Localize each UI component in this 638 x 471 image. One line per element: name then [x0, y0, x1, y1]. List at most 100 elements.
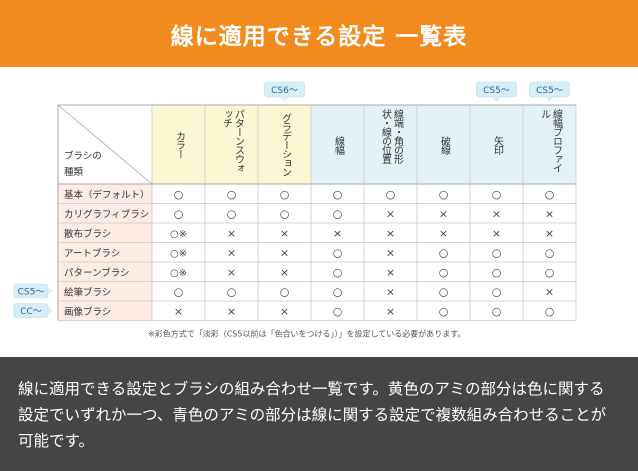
column-header-bg	[258, 105, 311, 184]
row-version-badge-text: CC〜	[20, 307, 42, 317]
table-cell-mark: ○	[333, 285, 343, 298]
row-version-badge-text: CS5〜	[18, 288, 45, 298]
table-cell-mark: ○	[439, 305, 449, 318]
table-cell-mark: ○	[492, 305, 502, 318]
version-badge-pointer	[280, 97, 289, 102]
version-badge-text: CS6〜	[271, 86, 298, 96]
row-version-badge-pointer	[48, 306, 53, 315]
table-cell-mark: ○※	[170, 248, 187, 259]
row-label: 基本（デフォルト）	[64, 189, 150, 201]
table-cell-mark: ×	[280, 266, 289, 279]
column-header-label: 破線	[438, 135, 450, 154]
corner-label-line: ブラシの	[64, 150, 102, 162]
table-cell-mark: ×	[492, 207, 501, 220]
table-cell-mark: ○	[280, 285, 290, 298]
column-header-bg	[152, 105, 205, 184]
table-cell-mark: ○	[386, 188, 396, 201]
row-label-bg	[58, 242, 152, 262]
table-cell-mark: ○	[492, 188, 502, 201]
column-header-label: グラデーション	[279, 113, 291, 176]
table-cell-mark: ○	[492, 285, 502, 298]
row-label-bg	[58, 301, 152, 321]
footnote: ※彩色方式で「淡彩（CS5以前は「色合いをつける」）」を設定している必要がありま…	[148, 329, 465, 339]
table-cell-mark: ×	[386, 227, 395, 240]
row-label: 画像ブラシ	[64, 306, 111, 318]
row-label-bg	[58, 223, 152, 243]
table-cell-mark: ○	[333, 207, 343, 220]
row-label: パターンブラシ	[64, 267, 130, 279]
table-cell-mark: ×	[227, 227, 236, 240]
table-cell-mark: ○	[439, 246, 449, 259]
row-label: アートブラシ	[64, 247, 120, 259]
table-cell-mark: ×	[386, 305, 395, 318]
table-cell-mark: ×	[386, 285, 395, 298]
column-header-label: 矢印	[491, 135, 503, 154]
column-header-bg	[364, 105, 417, 184]
table-cell-mark: ○	[333, 266, 343, 279]
table-cell-mark: ×	[333, 227, 342, 240]
version-badge-pointer	[545, 97, 554, 102]
table-cell-mark: ×	[386, 266, 395, 279]
row-label-bg	[58, 281, 152, 301]
table-cell-mark: ○	[174, 207, 184, 220]
table-cell-mark: ×	[174, 305, 183, 318]
table-cell-mark: ○	[227, 207, 237, 220]
table-cell-mark: ○	[227, 285, 237, 298]
table-cell-mark: ×	[227, 305, 236, 318]
table-cell-mark: ○	[545, 188, 555, 201]
table-cell-mark: ×	[280, 305, 289, 318]
column-header-bg	[417, 105, 470, 184]
version-badge-text: CS5〜	[483, 86, 510, 96]
version-badge-text: CS5〜	[536, 86, 563, 96]
table-panel: ブラシの 種類 CS6〜 CS5〜 CS5〜 基本（デフォルト） ○ ○ ○ ○ ○ ○ ○ ○ カリグラフ…	[0, 67, 638, 357]
table-cell-mark: ○	[227, 188, 237, 201]
table-cell-mark: ×	[227, 246, 236, 259]
row-label-bg	[58, 184, 152, 204]
row-label: 散布ブラシ	[64, 228, 111, 240]
version-badge-pointer	[492, 97, 501, 102]
row-label-bg	[58, 203, 152, 223]
row-label: カリグラフィブラシ	[64, 208, 149, 220]
table-cell-mark: ○	[492, 266, 502, 279]
page-title: 線に適用できる設定 一覧表	[170, 23, 468, 50]
column-header-label: 線端・角の形状・線の位置	[379, 109, 403, 163]
header-bar: 線に適用できる設定 一覧表	[0, 0, 638, 67]
corner-label-line: 種類	[64, 167, 84, 178]
table-cell-mark: ○	[174, 285, 184, 298]
table-cell-mark: ×	[439, 227, 448, 240]
column-header-label: 線幅プロファイル	[538, 109, 562, 172]
table-cell-mark: ○※	[170, 268, 187, 279]
table-cell-mark: ×	[227, 266, 236, 279]
table-cell-mark: ×	[439, 207, 448, 220]
table-cell-mark: ×	[545, 285, 554, 298]
corner-diagonal	[57, 104, 153, 185]
table-cell-mark: ○	[174, 188, 184, 201]
table-cell-mark: ○	[545, 305, 555, 318]
column-header-bg	[205, 105, 258, 184]
table-cell-mark: ○	[439, 266, 449, 279]
table-cell-mark: ○	[280, 188, 290, 201]
table-cell-mark: ○	[280, 207, 290, 220]
table-cell-mark: ○	[545, 246, 555, 259]
column-header-label: カラー	[173, 131, 185, 158]
table-cell-mark: ○	[333, 305, 343, 318]
column-header-bg	[470, 105, 523, 184]
table-cell-mark: ×	[545, 227, 554, 240]
row-version-badge-pointer	[48, 287, 53, 295]
table-cell-mark: ×	[386, 207, 395, 220]
column-header-bg	[523, 105, 576, 184]
table-cell-mark: ×	[492, 227, 501, 240]
table-cell-mark: ○	[333, 246, 343, 259]
caption-box: 線に適用できる設定とブラシの組み合わせ一覧です。黄色のアミの部分は色に関する設定…	[0, 357, 638, 471]
table-cell-mark: ×	[280, 227, 289, 240]
column-header-bg	[311, 105, 364, 184]
row-label-bg	[58, 262, 152, 282]
table-cell-mark: ○※	[170, 229, 187, 240]
table-cell-mark: ○	[333, 188, 343, 201]
row-label: 絵筆ブラシ	[64, 286, 111, 298]
table-cell-mark: ○	[545, 266, 555, 279]
caption-text: 線に適用できる設定とブラシの組み合わせ一覧です。黄色のアミの部分は色に関する設定…	[18, 380, 607, 450]
column-header-label: 線幅	[332, 135, 344, 154]
table-cell-mark: ×	[280, 246, 289, 259]
